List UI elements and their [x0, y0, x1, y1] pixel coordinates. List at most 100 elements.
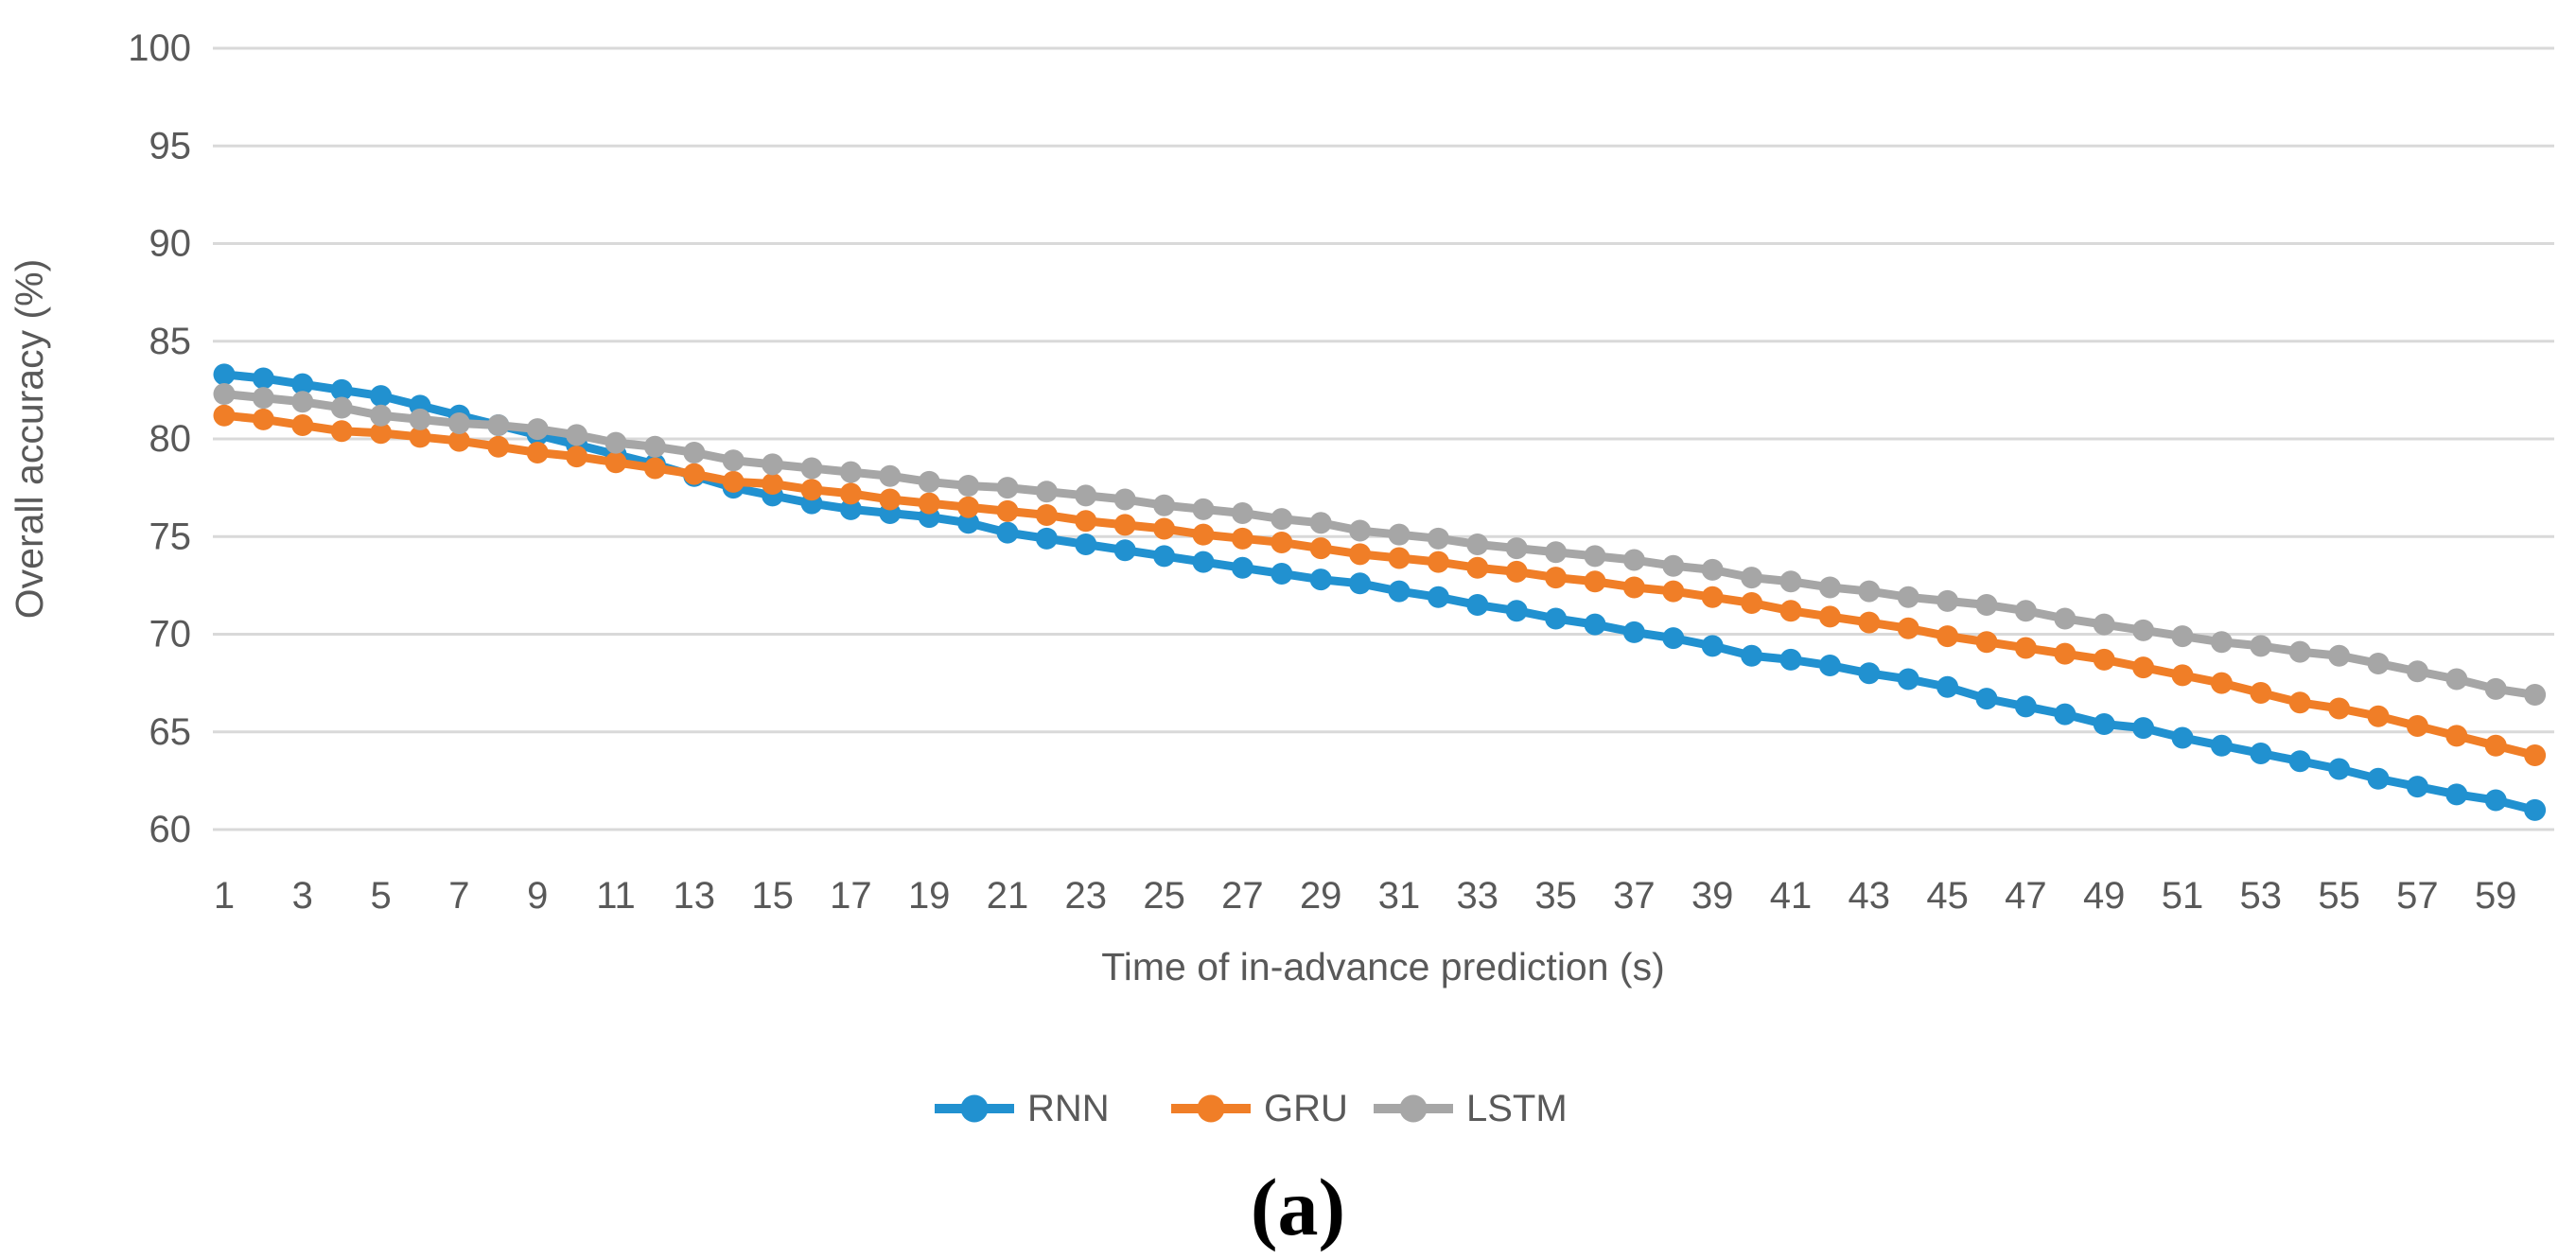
data-point — [1153, 545, 1176, 568]
data-point — [1779, 648, 1802, 671]
data-point — [213, 404, 236, 427]
data-point — [1075, 510, 1097, 533]
x-tick-label: 9 — [527, 875, 548, 917]
data-point — [213, 363, 236, 386]
data-point — [2250, 742, 2272, 764]
data-point — [1818, 655, 1841, 677]
data-point — [2210, 672, 2233, 694]
data-point — [370, 385, 393, 408]
data-point — [1231, 501, 1253, 524]
figure-caption: (a) — [1251, 1162, 1345, 1252]
data-point — [409, 426, 431, 448]
data-point — [996, 521, 1019, 544]
data-point — [1622, 549, 1645, 571]
y-tick-label: 100 — [128, 27, 191, 69]
data-point — [2524, 684, 2547, 707]
data-point — [643, 435, 666, 458]
data-point — [1975, 594, 1998, 617]
data-point — [1427, 551, 1449, 573]
data-point — [409, 408, 431, 430]
data-point — [1388, 547, 1411, 569]
data-point — [1153, 494, 1176, 516]
data-point — [2367, 652, 2390, 674]
data-point — [2171, 726, 2194, 749]
y-tick-label: 80 — [149, 418, 192, 460]
data-point — [918, 492, 940, 515]
x-tick-label: 17 — [830, 875, 872, 917]
x-tick-label: 7 — [448, 875, 469, 917]
data-point — [1309, 568, 1332, 591]
data-point — [1818, 605, 1841, 628]
data-point — [762, 472, 784, 495]
data-point — [2250, 681, 2272, 704]
x-tick-label: 59 — [2475, 875, 2517, 917]
data-point — [330, 396, 353, 419]
series-layer — [213, 363, 2547, 821]
data-point — [1701, 586, 1724, 608]
x-tick-label: 21 — [987, 875, 1029, 917]
data-point — [2210, 631, 2233, 654]
data-point — [1897, 586, 1919, 608]
x-tick-label: 19 — [908, 875, 951, 917]
y-tick-label: 95 — [149, 125, 192, 166]
data-point — [1035, 481, 1058, 503]
data-point — [879, 464, 902, 487]
data-point — [957, 496, 980, 518]
data-point — [1505, 537, 1528, 560]
data-point — [839, 498, 862, 520]
data-point — [1427, 586, 1449, 608]
data-point — [957, 475, 980, 498]
data-point — [2054, 703, 2077, 726]
x-tick-label: 13 — [674, 875, 716, 917]
x-tick-label: 45 — [1926, 875, 1969, 917]
data-point — [1466, 594, 1489, 617]
legend-label: LSTM — [1466, 1088, 1568, 1129]
data-point — [1818, 576, 1841, 599]
data-point — [1309, 537, 1332, 560]
data-point — [1466, 556, 1489, 579]
x-tick-label: 23 — [1065, 875, 1108, 917]
data-point — [447, 429, 470, 452]
data-point — [1741, 567, 1763, 589]
data-point — [2093, 613, 2115, 636]
legend-dot-icon — [1197, 1094, 1225, 1123]
data-point — [1936, 589, 1959, 612]
data-point — [1427, 527, 1449, 550]
data-point — [291, 391, 314, 413]
y-tick-label: 70 — [149, 614, 192, 656]
legend-item-rnn: RNN — [935, 1088, 1110, 1129]
data-point — [1662, 554, 1685, 577]
data-point — [643, 457, 666, 480]
data-point — [2014, 600, 2037, 622]
data-point — [722, 470, 745, 493]
x-tick-label: 5 — [370, 875, 391, 917]
data-point — [330, 378, 353, 401]
data-point — [2288, 750, 2311, 773]
data-point — [526, 441, 549, 463]
data-point — [2406, 660, 2428, 683]
data-point — [1936, 625, 1959, 648]
data-point — [252, 367, 274, 390]
data-point — [2093, 648, 2115, 671]
data-point — [1701, 558, 1724, 581]
data-point — [2054, 607, 2077, 630]
data-point — [605, 451, 627, 474]
data-point — [487, 435, 510, 458]
data-point — [252, 387, 274, 410]
data-point — [2406, 776, 2428, 798]
data-point — [1035, 527, 1058, 550]
data-point — [447, 411, 470, 434]
data-point — [291, 373, 314, 395]
x-tick-label: 47 — [2005, 875, 2047, 917]
data-point — [526, 418, 549, 441]
data-point — [1349, 572, 1372, 595]
x-tick-label: 39 — [1691, 875, 1734, 917]
data-point — [1113, 488, 1136, 511]
y-tick-label: 90 — [149, 223, 192, 265]
legend-label: GRU — [1264, 1088, 1348, 1129]
data-point — [879, 488, 902, 511]
data-point — [1584, 613, 1606, 636]
data-point — [683, 463, 706, 485]
